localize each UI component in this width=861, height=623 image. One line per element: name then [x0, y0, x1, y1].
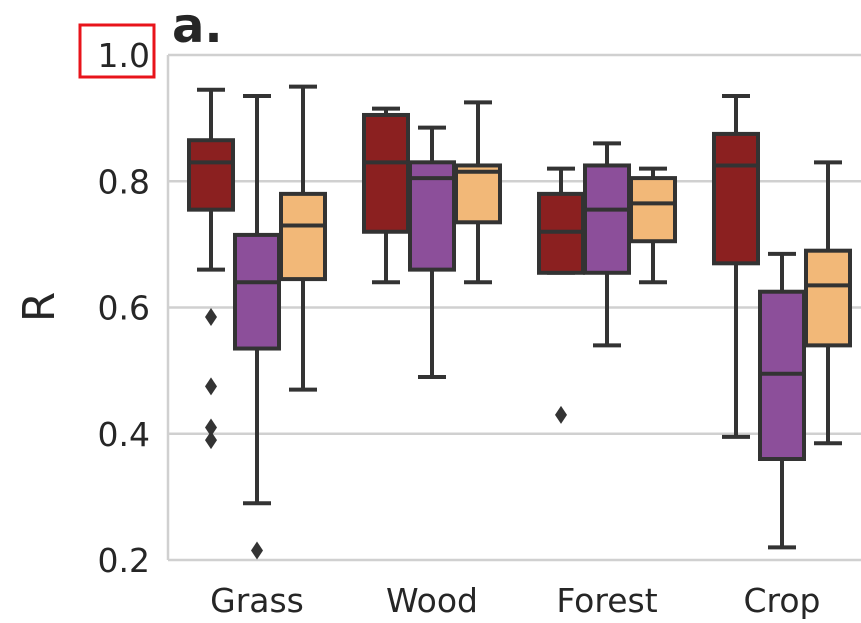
box-forest-0: [537, 166, 585, 424]
outlier-point: [205, 431, 217, 450]
box-wood-0: [362, 106, 410, 285]
panel-label: a.: [172, 0, 223, 54]
box-grass-2: [279, 84, 327, 392]
x-tick-label: Forest: [556, 581, 657, 620]
box-grass-0: [187, 87, 235, 450]
y-tick-label: 0.2: [98, 541, 150, 580]
box-iqr: [712, 131, 760, 266]
y-tick-label: 0.6: [98, 289, 150, 328]
labels: 0.2 0.4 0.6 0.8 1.0 Ra. Grass Wood Forest Crop: [14, 0, 821, 620]
box-iqr: [362, 112, 410, 234]
outlier-point: [555, 405, 567, 424]
box-wood-2: [454, 100, 502, 285]
outlier-point: [205, 377, 217, 396]
box-iqr: [187, 138, 235, 212]
y-axis-label: R: [14, 292, 65, 323]
boxes: [187, 84, 852, 560]
box-forest-2: [629, 166, 677, 285]
y-tick-label: 0.8: [98, 162, 150, 201]
box-forest-1: [583, 141, 631, 348]
box-crop-2: [804, 160, 852, 446]
box-grass-1: [233, 94, 281, 560]
box-iqr: [629, 176, 677, 244]
x-tick-label: Crop: [743, 581, 820, 620]
outlier-point: [205, 307, 217, 326]
y-tick-label: 1.0: [98, 36, 150, 75]
x-tick-label: Wood: [386, 581, 478, 620]
outlier-point: [251, 541, 263, 560]
box-crop-0: [712, 94, 760, 439]
box-crop-1: [758, 251, 806, 550]
highlight-box: [78, 23, 156, 79]
x-tick-label: Grass: [210, 581, 304, 620]
box-iqr: [454, 163, 502, 225]
box-iqr: [233, 232, 281, 351]
box-iqr: [408, 160, 456, 272]
box-iqr: [279, 191, 327, 282]
outlier-point: [205, 418, 217, 437]
box-iqr: [583, 163, 631, 275]
box-iqr: [804, 248, 852, 348]
y-tick-label: 0.4: [98, 415, 150, 454]
box-wood-1: [408, 125, 456, 379]
